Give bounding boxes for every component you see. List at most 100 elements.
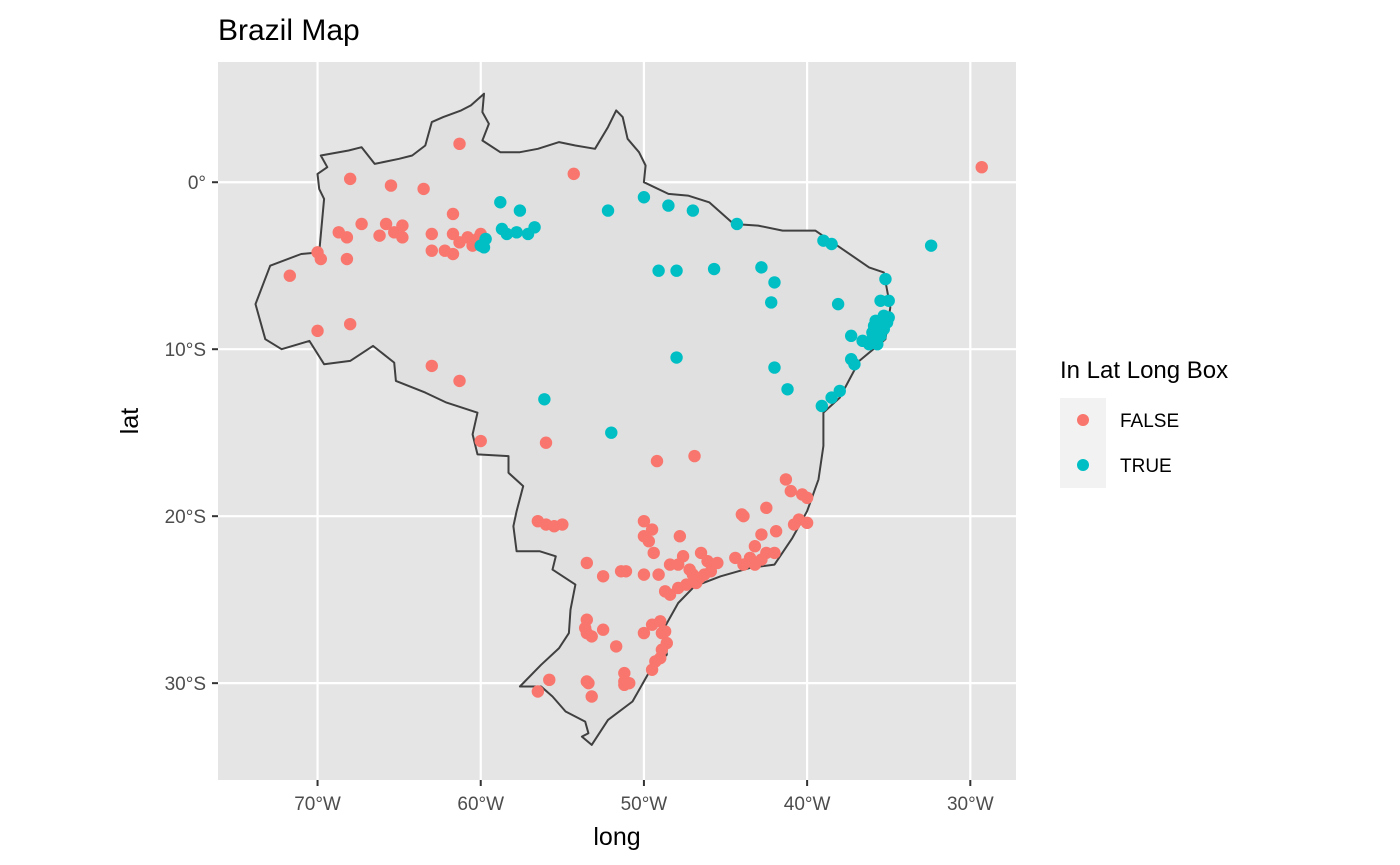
point-false-112 (580, 675, 594, 688)
point-false-44 (673, 530, 687, 543)
point-false-4 (417, 182, 430, 196)
point-false-31 (453, 374, 466, 388)
point-false-3 (384, 179, 398, 192)
point-false-65 (658, 585, 672, 598)
point-false-61 (704, 565, 718, 578)
legend-label-true: TRUE (1120, 456, 1172, 477)
point-false-103 (645, 663, 659, 676)
point-false-66 (680, 578, 693, 591)
point-true-45 (833, 384, 846, 398)
point-false-14 (396, 231, 409, 244)
point-true-28 (844, 329, 858, 343)
point-false-109 (585, 690, 598, 703)
point-false-111 (543, 673, 556, 687)
point-false-12 (379, 217, 393, 231)
point-true-12 (662, 199, 675, 212)
legend-label-false: FALSE (1120, 411, 1179, 432)
point-false-27 (340, 252, 354, 266)
y-axis-ticks: 0° 10°S 20°S 30°S (165, 173, 218, 695)
x-tick-label-1: 60°W (457, 794, 504, 815)
point-false-91 (585, 630, 598, 643)
point-false-110 (531, 685, 545, 698)
legend-dot-false (1077, 414, 1089, 426)
point-true-27 (831, 297, 845, 311)
x-tick-label-0: 70°W (294, 794, 341, 815)
point-true-1 (513, 204, 527, 217)
point-true-10 (601, 204, 615, 217)
point-true-4 (510, 226, 523, 239)
point-false-33 (539, 436, 553, 449)
point-false-28 (311, 324, 324, 338)
point-false-50 (596, 570, 610, 583)
point-false-54 (652, 568, 665, 581)
point-false-92 (596, 623, 610, 636)
point-false-75 (748, 540, 762, 553)
point-false-80 (760, 501, 773, 515)
point-false-52 (619, 565, 633, 578)
x-tick-label-4: 30°W (947, 794, 994, 815)
point-false-86 (787, 518, 801, 531)
legend-title: In Lat Long Box (1060, 357, 1228, 384)
point-true-23 (924, 239, 938, 252)
point-false-9 (340, 231, 354, 244)
point-false-107 (618, 678, 631, 692)
point-true-51 (605, 426, 618, 439)
point-false-77 (769, 525, 783, 538)
point-false-79 (737, 509, 750, 523)
point-false-62 (711, 556, 724, 570)
point-false-45 (647, 546, 660, 560)
x-tick-label-3: 40°W (784, 794, 831, 815)
point-true-20 (765, 296, 778, 309)
y-tick-label-3: 30°S (165, 674, 206, 695)
point-false-29 (343, 317, 357, 331)
point-false-39 (556, 518, 569, 531)
legend: In Lat Long Box FALSE TRUE (1060, 357, 1228, 488)
point-true-13 (686, 204, 700, 217)
point-true-0 (494, 196, 507, 209)
point-true-16 (670, 264, 683, 277)
point-true-24 (879, 272, 892, 286)
point-false-11 (373, 229, 386, 242)
point-false-82 (784, 484, 797, 498)
point-false-84 (800, 491, 814, 505)
point-true-22 (825, 237, 838, 251)
point-true-3 (500, 227, 514, 241)
point-true-26 (874, 294, 887, 307)
point-false-10 (355, 217, 368, 231)
brazil-country-outline (254, 92, 892, 746)
point-false-81 (779, 473, 793, 486)
point-false-7 (314, 252, 328, 266)
data-points (283, 137, 988, 703)
point-false-32 (474, 434, 487, 448)
point-false-87 (800, 516, 814, 530)
point-false-19 (446, 227, 460, 241)
point-false-1 (567, 167, 580, 181)
point-false-47 (694, 546, 708, 560)
point-false-53 (637, 568, 651, 581)
point-false-93 (609, 640, 623, 653)
y-tick-label-1: 10°S (165, 340, 206, 361)
point-false-0 (453, 137, 466, 151)
point-false-15 (396, 219, 409, 232)
point-false-98 (658, 625, 672, 638)
point-false-34 (650, 454, 664, 468)
point-false-25 (425, 244, 438, 257)
point-false-43 (642, 535, 656, 548)
point-false-96 (654, 615, 667, 628)
point-false-30 (425, 359, 438, 373)
point-true-6 (528, 221, 541, 234)
point-true-46 (815, 399, 829, 413)
point-false-94 (637, 626, 651, 640)
point-true-11 (637, 191, 651, 204)
point-true-9 (479, 232, 492, 246)
y-axis-title: lat (116, 408, 144, 434)
point-true-15 (652, 264, 665, 277)
chart-title: Brazil Map (218, 14, 360, 47)
point-false-74 (768, 546, 781, 560)
point-outlier-0 (975, 160, 988, 174)
point-false-5 (283, 269, 297, 282)
point-false-49 (580, 556, 594, 570)
point-false-56 (671, 558, 685, 571)
